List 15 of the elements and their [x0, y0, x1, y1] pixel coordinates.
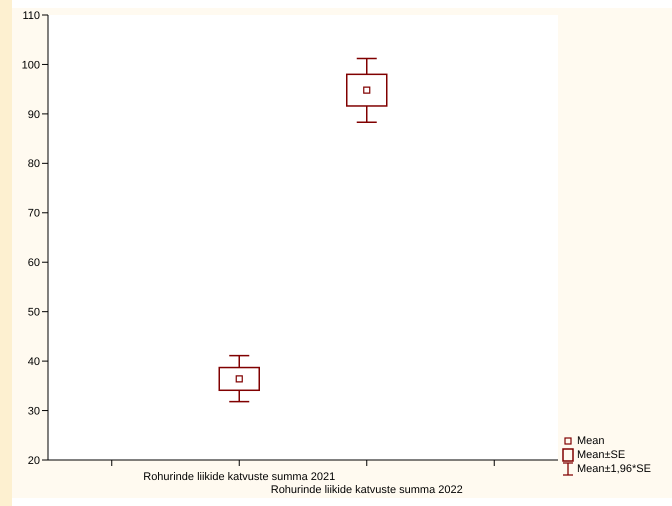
- y-tick-label: 30: [28, 405, 40, 418]
- y-tick-label: 40: [28, 356, 40, 368]
- y-tick-label: 100: [22, 59, 40, 72]
- y-tick-label: 70: [28, 208, 40, 220]
- y-tick-label: 20: [28, 454, 40, 467]
- y-tick-label: 60: [28, 257, 40, 270]
- y-tick-label: 110: [22, 10, 40, 22]
- y-tick-label: 50: [28, 306, 40, 319]
- y-tick-label: 80: [28, 158, 40, 170]
- text: Mean: [577, 435, 605, 447]
- text: Mean±SE: [577, 449, 626, 461]
- x-tick-label: Rohurinde liikide katvuste summa 2021: [143, 471, 336, 483]
- y-tick-label: 90: [28, 108, 40, 121]
- text: Mean±1,96*SE: [577, 463, 651, 475]
- x-tick-label: Rohurinde liikide katvuste summa 2022: [270, 484, 463, 496]
